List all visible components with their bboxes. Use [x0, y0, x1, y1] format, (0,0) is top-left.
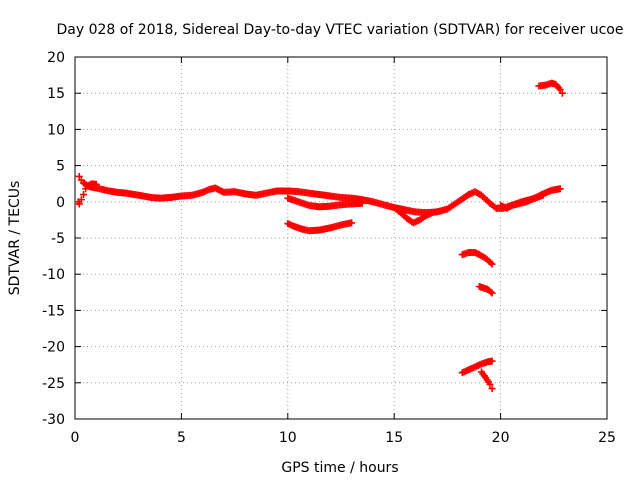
x-tick-label: 20 — [492, 430, 510, 446]
series-dip-10-13 — [284, 219, 356, 235]
x-tick-label: 10 — [279, 430, 297, 446]
y-tick-label: -25 — [42, 376, 65, 392]
y-axis-label: SDTVAR / TECUs — [7, 181, 23, 296]
x-axis: 0 5 10 15 20 25 — [71, 57, 616, 446]
x-tick-label: 25 — [598, 430, 616, 446]
y-tick-label: -10 — [42, 267, 65, 283]
y-axis: 20 15 10 5 0 -5 -10 -15 -20 -25 -30 — [42, 50, 607, 428]
data-point — [358, 199, 366, 207]
y-tick-label: 20 — [47, 50, 65, 66]
series-dip-15-17 — [390, 204, 437, 227]
data-point — [80, 191, 88, 199]
series-lower-20-22 — [497, 191, 547, 212]
data-point — [488, 289, 496, 297]
y-tick-label: 0 — [56, 195, 65, 211]
data-point — [486, 380, 494, 388]
data-point — [556, 86, 564, 94]
series-drop-m12 — [475, 283, 496, 297]
series-lower-early — [74, 180, 100, 208]
y-tick-label: -20 — [42, 340, 65, 356]
y-tick-label: 15 — [47, 86, 65, 102]
y-tick-label: 5 — [56, 159, 65, 175]
series-drop-m25 — [477, 368, 496, 393]
data-point — [75, 172, 83, 180]
data-point — [488, 385, 496, 393]
data-point — [75, 200, 83, 208]
data-point — [348, 219, 356, 227]
data-point — [429, 209, 437, 217]
series-upper-right — [535, 79, 566, 97]
series-main — [75, 172, 564, 217]
x-axis-label: GPS time / hours — [281, 460, 398, 476]
data-point — [558, 89, 566, 97]
data-point — [92, 180, 100, 188]
series-arc-10-14 — [284, 194, 366, 211]
data-point — [77, 196, 85, 204]
x-tick-label: 5 — [177, 430, 186, 446]
y-tick-label: 10 — [47, 122, 65, 138]
data-point — [487, 288, 495, 296]
x-tick-label: 0 — [71, 430, 80, 446]
y-tick-label: -30 — [42, 412, 65, 428]
data-point — [556, 185, 564, 193]
series-drop-m7 — [458, 248, 496, 268]
data-series — [74, 79, 566, 393]
x-tick-label: 15 — [385, 430, 403, 446]
data-point — [488, 260, 496, 268]
chart-title: Day 028 of 2018, Sidereal Day-to-day VTE… — [57, 22, 624, 38]
y-tick-label: -15 — [42, 303, 65, 319]
data-point — [488, 357, 496, 365]
y-tick-label: -5 — [51, 231, 65, 247]
series-drop-m23 — [458, 357, 496, 377]
data-point — [539, 191, 547, 199]
